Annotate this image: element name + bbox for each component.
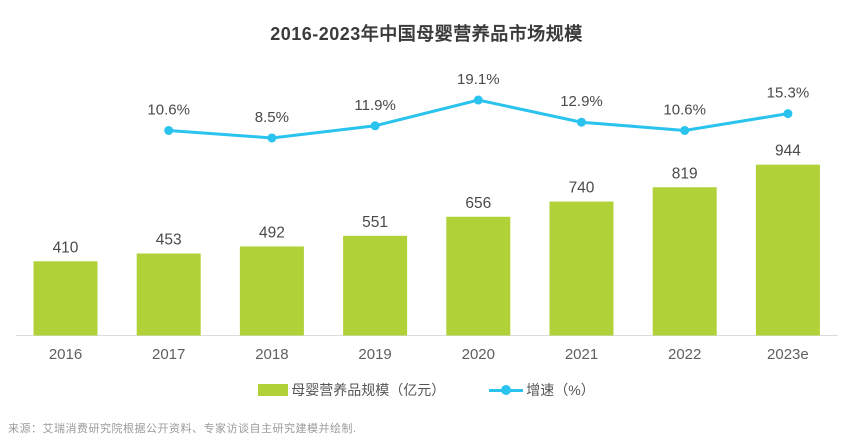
bar-series-swatch-icon (258, 384, 289, 396)
x-tick-label-2023e: 2023e (767, 346, 809, 363)
x-tick-label-2018: 2018 (255, 346, 288, 363)
bar-value-label-2016: 410 (53, 239, 79, 256)
growth-value-label-2021: 12.9% (560, 93, 603, 110)
bar-value-label-2023e: 944 (775, 143, 801, 160)
x-tick-label-2016: 2016 (49, 346, 82, 363)
line-series-marker-icon (489, 384, 524, 396)
bar-2022 (652, 187, 717, 336)
bar-2019 (343, 235, 408, 336)
growth-point-2020 (473, 95, 483, 105)
growth-point-2022 (680, 125, 690, 135)
growth-value-label-2020: 19.1% (457, 71, 500, 88)
growth-value-label-2022: 10.6% (663, 101, 706, 118)
growth-point-2017 (164, 125, 174, 135)
legend-item-growth-rate: 增速（%） (489, 380, 595, 400)
growth-value-label-2019: 11.9% (354, 97, 395, 114)
chart-title: 2016-2023年中国母婴营养品市场规模 (270, 24, 583, 44)
bar-value-label-2022: 819 (672, 165, 698, 182)
chart-legend: 母婴营养品规模（亿元） 增速（%） (0, 380, 853, 400)
legend-label-growth-rate: 增速（%） (526, 382, 595, 398)
growth-point-2019 (370, 121, 380, 131)
bar-2017 (136, 253, 201, 336)
bar-2020 (446, 216, 511, 336)
growth-point-2018 (267, 133, 277, 143)
source-note: 来源：艾瑞消费研究院根据公开资料、专家访谈自主研究建模并绘制. (8, 423, 357, 435)
growth-value-label-2018: 8.5% (255, 109, 289, 126)
x-tick-label-2022: 2022 (668, 346, 701, 363)
bar-value-label-2021: 740 (569, 180, 595, 197)
bar-value-label-2019: 551 (362, 214, 388, 231)
bar-value-label-2017: 453 (156, 232, 182, 249)
growth-value-label-2023e: 15.3% (767, 85, 810, 102)
x-tick-label-2019: 2019 (358, 346, 391, 363)
bar-2021 (549, 201, 614, 336)
bar-2016 (33, 261, 98, 336)
bar-value-label-2018: 492 (259, 224, 285, 241)
x-tick-label-2021: 2021 (565, 346, 598, 363)
bar-2023e (755, 164, 820, 336)
x-tick-label-2017: 2017 (152, 346, 185, 363)
legend-label-market-size: 母婴营养品规模（亿元） (291, 382, 446, 398)
legend-item-market-size: 母婴营养品规模（亿元） (258, 380, 445, 400)
x-tick-label-2020: 2020 (462, 346, 495, 363)
growth-point-2021 (577, 117, 586, 127)
bar-2018 (239, 246, 304, 336)
growth-value-label-2017: 10.6% (147, 101, 190, 118)
bar-line-chart-canvas: 410 2016 453 2017 492 2018 551 2019 656 2020 740 20… (16, 71, 838, 363)
growth-point-2023e (783, 109, 793, 119)
bar-value-label-2020: 656 (465, 195, 491, 212)
